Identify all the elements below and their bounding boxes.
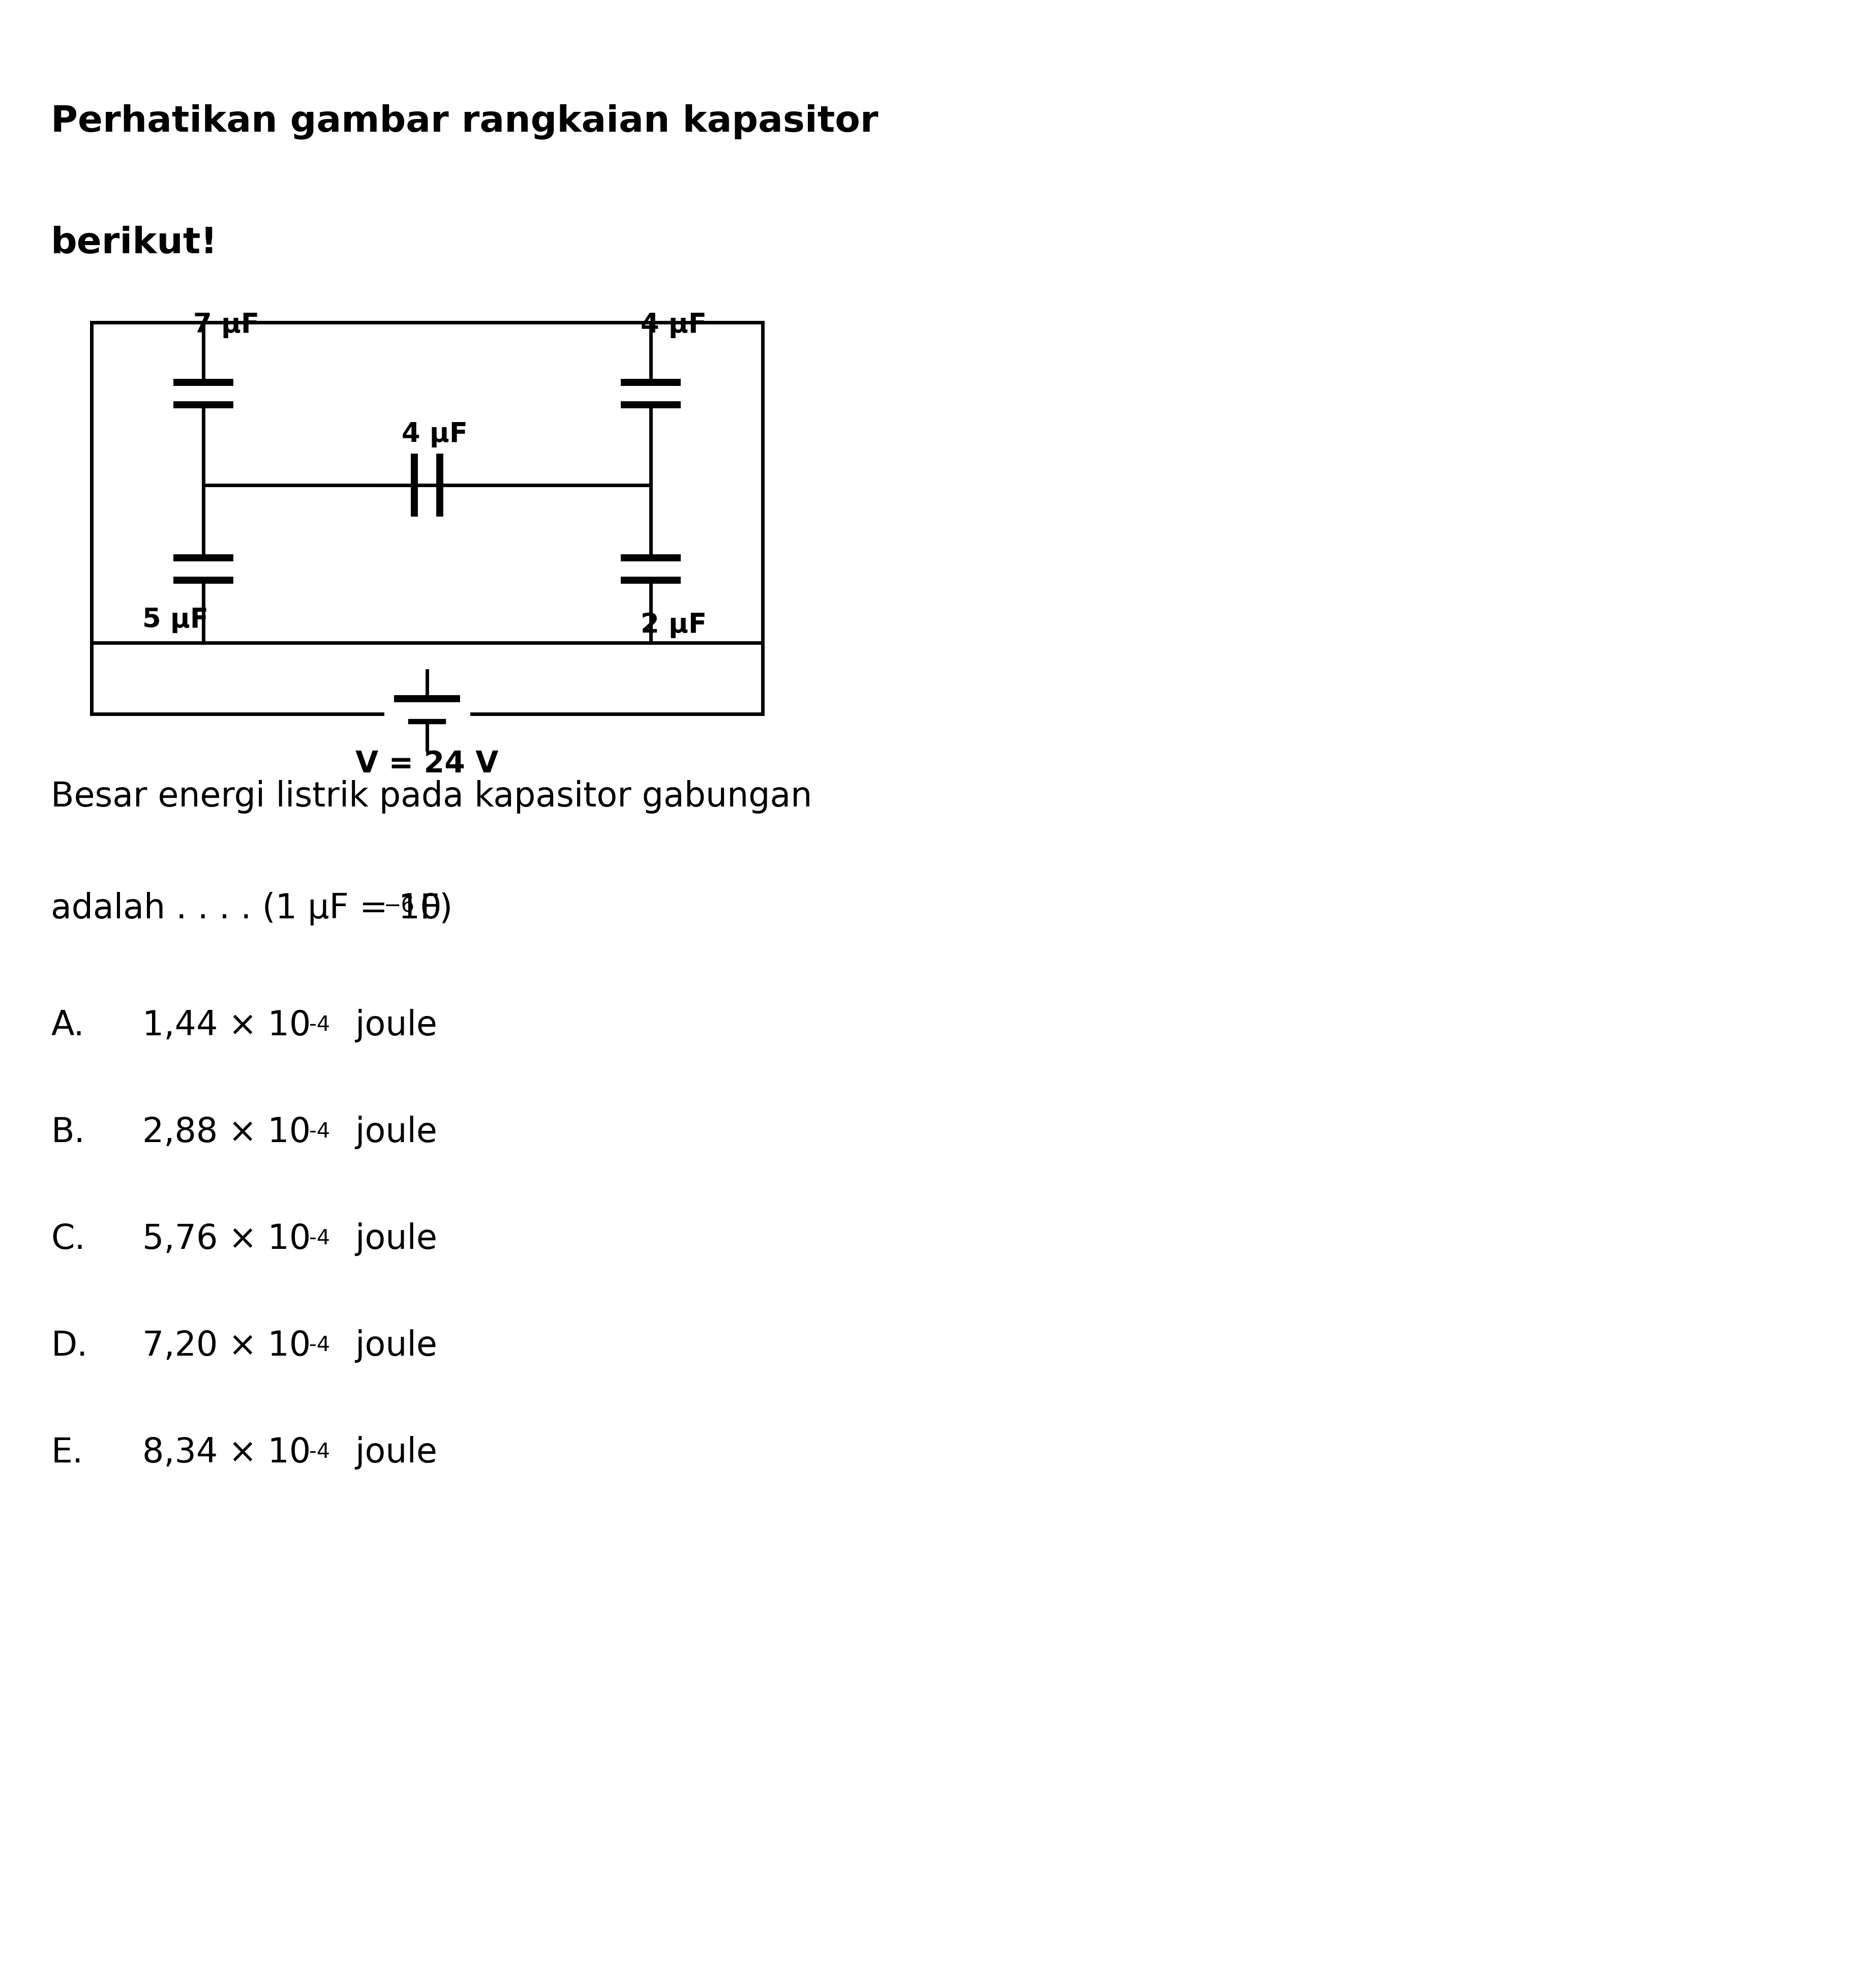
Text: E.: E. (51, 1436, 83, 1469)
Text: Perhatikan gambar rangkaian kapasitor: Perhatikan gambar rangkaian kapasitor (51, 105, 878, 138)
Text: Besar energi listrik pada kapasitor gabungan: Besar energi listrik pada kapasitor gabu… (51, 780, 812, 814)
Text: D.: D. (51, 1329, 88, 1363)
Text: 7 μF: 7 μF (193, 312, 259, 338)
Text: 5,76 × 10: 5,76 × 10 (143, 1223, 311, 1256)
Text: 1,44 × 10: 1,44 × 10 (143, 1009, 311, 1043)
Text: 2 μF: 2 μF (640, 612, 707, 638)
Text: -4: -4 (310, 1122, 330, 1142)
Text: -4: -4 (310, 1228, 330, 1248)
Text: joule: joule (345, 1116, 437, 1149)
Text: 4 μF: 4 μF (640, 312, 707, 338)
Text: joule: joule (345, 1329, 437, 1363)
Text: A.: A. (51, 1009, 84, 1043)
Text: berikut!: berikut! (51, 225, 218, 261)
Text: joule: joule (345, 1436, 437, 1469)
Text: joule: joule (345, 1223, 437, 1256)
Text: -4: -4 (310, 1335, 330, 1355)
Text: 4 μF: 4 μF (401, 421, 467, 448)
Text: 2,88 × 10: 2,88 × 10 (143, 1116, 311, 1149)
Text: -4: -4 (310, 1015, 330, 1035)
Text: joule: joule (345, 1009, 437, 1043)
Text: 5 μF: 5 μF (143, 606, 208, 634)
Text: V = 24 V: V = 24 V (355, 750, 499, 778)
Text: 7,20 × 10: 7,20 × 10 (143, 1329, 311, 1363)
Text: B.: B. (51, 1116, 84, 1149)
Text: F): F) (409, 893, 452, 926)
Text: adalah . . . . (1 μF = 10: adalah . . . . (1 μF = 10 (51, 893, 441, 926)
Text: -4: -4 (310, 1442, 330, 1461)
Text: −6: −6 (385, 897, 415, 916)
Text: C.: C. (51, 1223, 84, 1256)
Text: 8,34 × 10: 8,34 × 10 (143, 1436, 311, 1469)
